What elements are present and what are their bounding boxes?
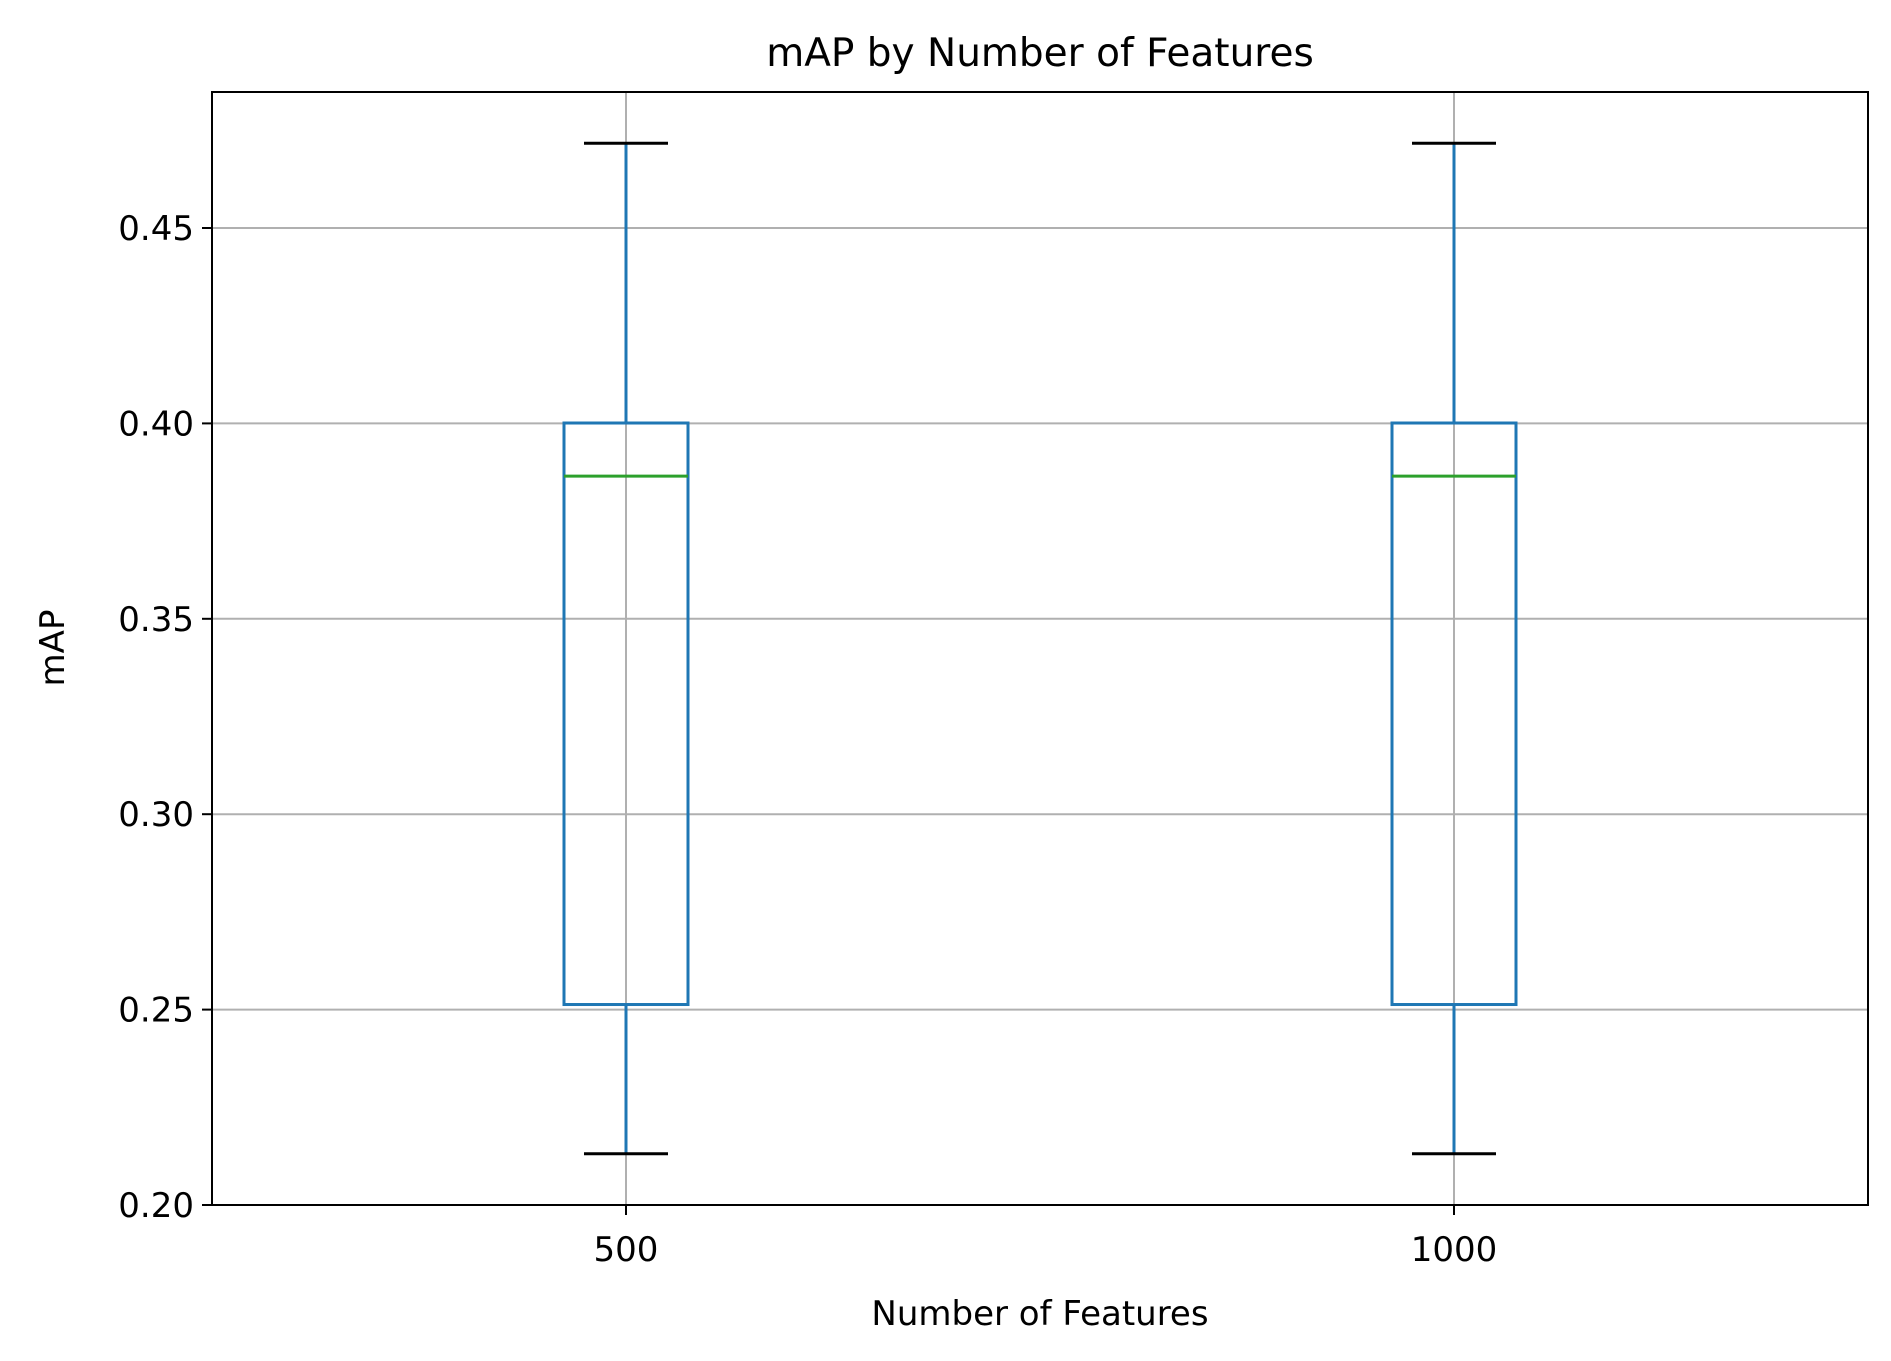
chart-title: mAP by Number of Features: [766, 31, 1314, 76]
y-tick-label: 0.35: [118, 600, 194, 640]
y-tick-label: 0.30: [118, 795, 194, 835]
x-tick-label: 500: [594, 1230, 659, 1270]
axis-ticks: 0.20 0.25 0.30 0.35 0.40 0.45 500 1000: [118, 209, 1497, 1270]
box-500: [562, 141, 690, 1156]
y-tick-label: 0.45: [118, 209, 194, 249]
y-axis-label: mAP: [33, 610, 73, 687]
interquartile-box: [1390, 421, 1518, 1007]
y-tick-label: 0.40: [118, 404, 194, 444]
axes-frame: [211, 91, 1869, 1206]
y-tick-label: 0.25: [118, 991, 194, 1031]
y-tick-label: 0.20: [118, 1186, 194, 1226]
interquartile-box: [562, 421, 690, 1007]
box-series: [562, 141, 1518, 1156]
x-axis-label: Number of Features: [871, 1294, 1208, 1334]
box-1000: [1390, 141, 1518, 1156]
x-tick-label: 1000: [1411, 1230, 1498, 1270]
